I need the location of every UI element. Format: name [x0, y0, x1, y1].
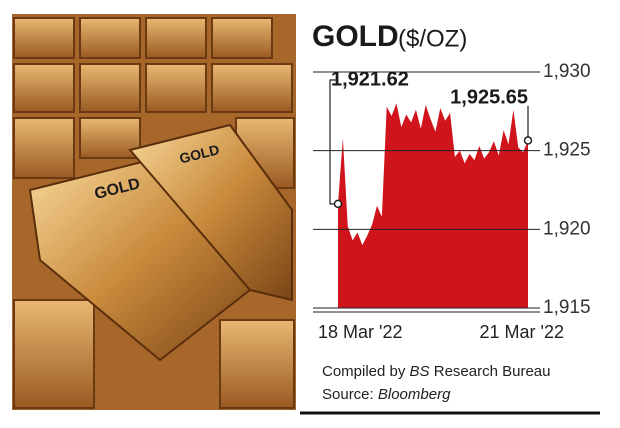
value-label: 1,921.62 [331, 68, 409, 90]
credit-text: Research Bureau [434, 363, 551, 380]
x-tick-label: 18 Mar '22 [318, 322, 402, 342]
y-tick-label: 1,925 [543, 140, 591, 161]
source-text: Source: [322, 386, 374, 403]
source: Source: Bloomberg [322, 386, 451, 403]
area [338, 103, 528, 308]
y-tick-label: 1,930 [543, 61, 591, 82]
credit: Compiled by BS Research Bureau [322, 363, 550, 380]
point-marker [333, 199, 343, 209]
x-tick-label: 21 Mar '22 [480, 322, 564, 342]
source-text: Bloomberg [378, 386, 451, 403]
y-tick-label: 1,920 [543, 218, 591, 239]
gold-photo: GOLD GOLD [12, 14, 296, 410]
y-tick-label: 1,915 [543, 297, 591, 318]
credit-text: BS [410, 363, 430, 380]
point-marker [523, 136, 533, 145]
credit-text: Compiled by [322, 363, 406, 380]
chart-subtitle: ($/OZ) [398, 25, 467, 52]
value-label: 1,925.65 [450, 86, 528, 108]
leader-line [329, 79, 338, 205]
chart-title: GOLD [312, 20, 399, 53]
